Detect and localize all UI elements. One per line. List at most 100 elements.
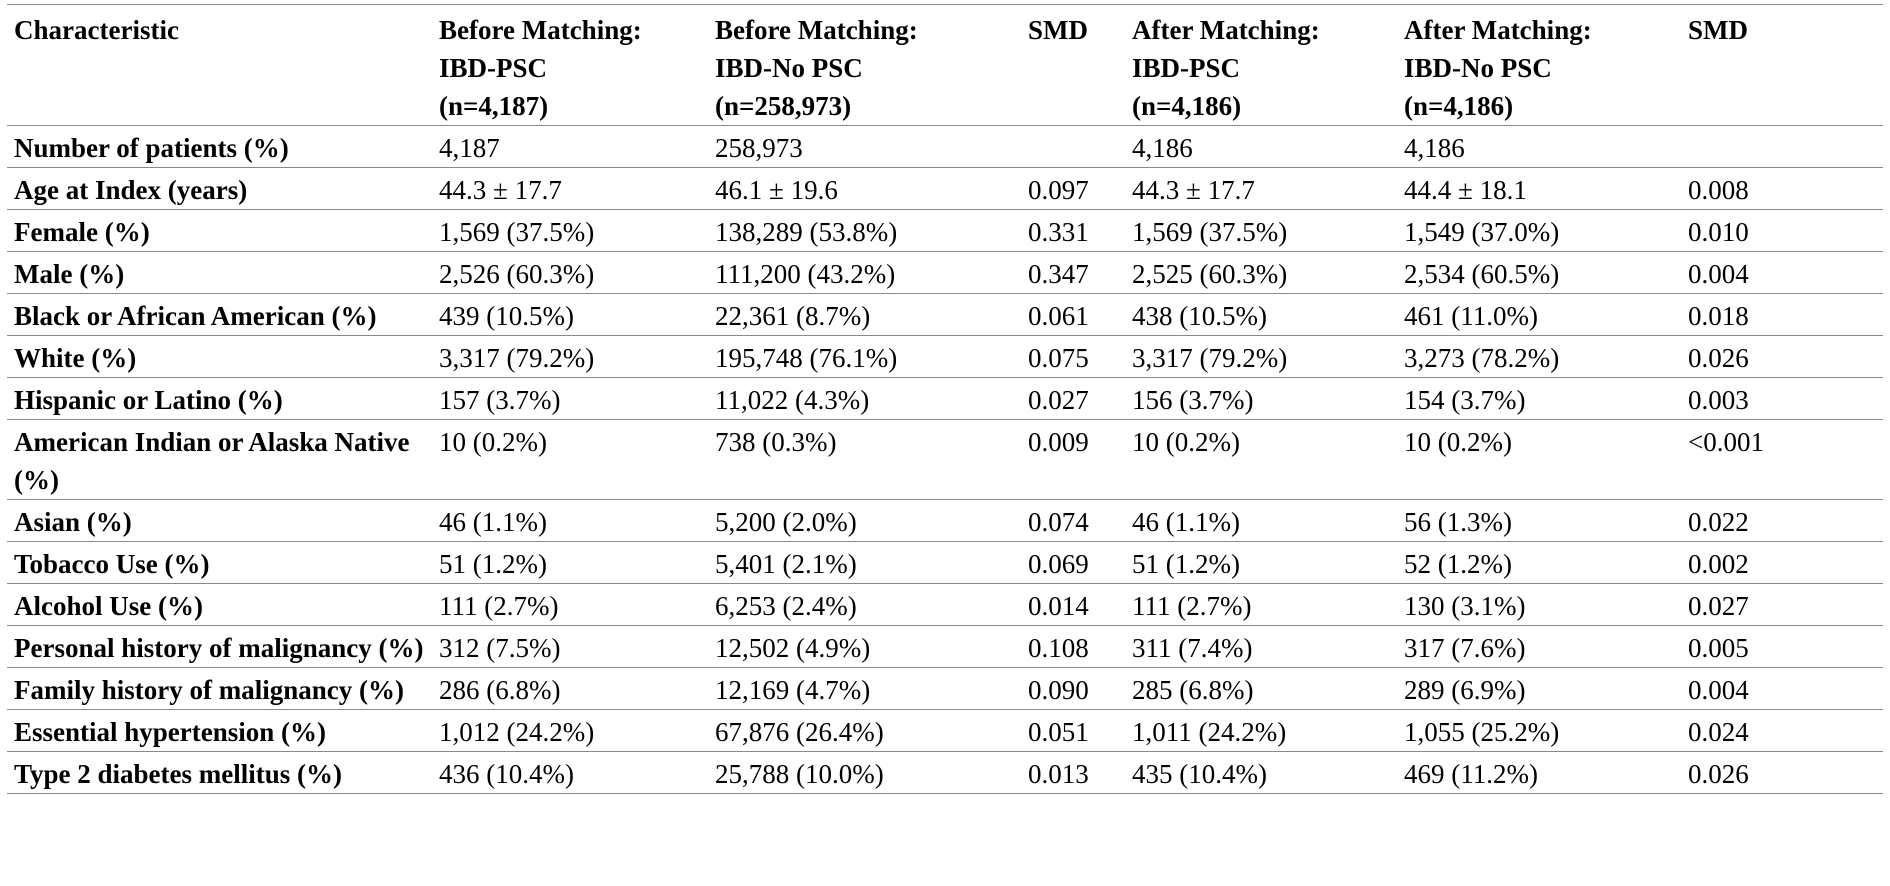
before-no-psc-cell: 195,748 (76.1%) xyxy=(708,335,1021,378)
row-label: Essential hypertension (%) xyxy=(7,709,432,752)
smd-after-cell: 0.018 xyxy=(1681,293,1883,336)
smd-before-cell: 0.013 xyxy=(1021,751,1125,794)
smd-after-cell: <0.001 xyxy=(1681,419,1883,500)
row-label: Type 2 diabetes mellitus (%) xyxy=(7,751,432,794)
smd-before-cell: 0.331 xyxy=(1021,209,1125,252)
row-label: Family history of malignancy (%) xyxy=(7,667,432,710)
after-psc-cell: 3,317 (79.2%) xyxy=(1125,335,1397,378)
smd-after-cell: 0.022 xyxy=(1681,499,1883,542)
after-no-psc-cell: 154 (3.7%) xyxy=(1397,377,1681,420)
header-line: After Matching: xyxy=(1132,15,1320,45)
before-psc-cell: 2,526 (60.3%) xyxy=(432,251,708,294)
row-label: Asian (%) xyxy=(7,499,432,542)
table-row: Personal history of malignancy (%) 312 (7… xyxy=(7,625,1883,668)
header-after-psc: After Matching: IBD-PSC (n=4,186) xyxy=(1125,4,1397,126)
table-row: Type 2 diabetes mellitus (%) 436 (10.4%) 2… xyxy=(7,751,1883,794)
header-before-psc: Before Matching: IBD-PSC (n=4,187) xyxy=(432,4,708,126)
after-psc-cell: 51 (1.2%) xyxy=(1125,541,1397,584)
table-row: Female (%) 1,569 (37.5%) 138,289 (53.8%) 0.… xyxy=(7,209,1883,252)
after-psc-cell: 46 (1.1%) xyxy=(1125,499,1397,542)
smd-before-cell: 0.061 xyxy=(1021,293,1125,336)
table-row: Tobacco Use (%) 51 (1.2%) 5,401 (2.1%) 0.06… xyxy=(7,541,1883,584)
before-no-psc-cell: 5,401 (2.1%) xyxy=(708,541,1021,584)
table-row: Asian (%) 46 (1.1%) 5,200 (2.0%) 0.074 46 (1… xyxy=(7,499,1883,542)
header-characteristic: Characteristic xyxy=(7,4,432,126)
header-line: SMD xyxy=(1028,15,1088,45)
smd-after-cell: 0.003 xyxy=(1681,377,1883,420)
header-line: After Matching: xyxy=(1404,15,1592,45)
after-psc-cell: 438 (10.5%) xyxy=(1125,293,1397,336)
before-psc-cell: 3,317 (79.2%) xyxy=(432,335,708,378)
smd-before-cell: 0.027 xyxy=(1021,377,1125,420)
after-psc-cell: 4,186 xyxy=(1125,125,1397,168)
header-row: Characteristic Before Matching: IBD-PSC (n=… xyxy=(7,4,1883,126)
after-no-psc-cell: 10 (0.2%) xyxy=(1397,419,1681,500)
smd-before-cell: 0.090 xyxy=(1021,667,1125,710)
header-before-no-psc: Before Matching: IBD-No PSC (n=258,973) xyxy=(708,4,1021,126)
header-line: Before Matching: xyxy=(439,15,642,45)
before-no-psc-cell: 6,253 (2.4%) xyxy=(708,583,1021,626)
before-no-psc-cell: 111,200 (43.2%) xyxy=(708,251,1021,294)
before-psc-cell: 286 (6.8%) xyxy=(432,667,708,710)
after-psc-cell: 435 (10.4%) xyxy=(1125,751,1397,794)
row-label: Number of patients (%) xyxy=(7,125,432,168)
header-line: IBD-PSC xyxy=(1132,53,1241,83)
after-no-psc-cell: 289 (6.9%) xyxy=(1397,667,1681,710)
table-row: Male (%) 2,526 (60.3%) 111,200 (43.2%) 0.34… xyxy=(7,251,1883,294)
table-row: Black or African American (%) 439 (10.5%)… xyxy=(7,293,1883,336)
smd-before-cell: 0.347 xyxy=(1021,251,1125,294)
after-no-psc-cell: 52 (1.2%) xyxy=(1397,541,1681,584)
after-psc-cell: 311 (7.4%) xyxy=(1125,625,1397,668)
before-psc-cell: 1,569 (37.5%) xyxy=(432,209,708,252)
after-psc-cell: 285 (6.8%) xyxy=(1125,667,1397,710)
before-psc-cell: 46 (1.1%) xyxy=(432,499,708,542)
before-no-psc-cell: 738 (0.3%) xyxy=(708,419,1021,500)
smd-after-cell: 0.008 xyxy=(1681,167,1883,210)
table-row: Alcohol Use (%) 111 (2.7%) 6,253 (2.4%) 0.0… xyxy=(7,583,1883,626)
row-label: Alcohol Use (%) xyxy=(7,583,432,626)
header-smd-after: SMD xyxy=(1681,4,1883,126)
before-no-psc-cell: 46.1 ± 19.6 xyxy=(708,167,1021,210)
before-psc-cell: 4,187 xyxy=(432,125,708,168)
table-row: Number of patients (%) 4,187 258,973 4,186 4… xyxy=(7,125,1883,168)
header-after-no-psc: After Matching: IBD-No PSC (n=4,186) xyxy=(1397,4,1681,126)
smd-after-cell: 0.024 xyxy=(1681,709,1883,752)
before-psc-cell: 436 (10.4%) xyxy=(432,751,708,794)
before-no-psc-cell: 12,502 (4.9%) xyxy=(708,625,1021,668)
smd-after-cell: 0.026 xyxy=(1681,751,1883,794)
before-no-psc-cell: 67,876 (26.4%) xyxy=(708,709,1021,752)
before-psc-cell: 111 (2.7%) xyxy=(432,583,708,626)
after-no-psc-cell: 130 (3.1%) xyxy=(1397,583,1681,626)
row-label: Tobacco Use (%) xyxy=(7,541,432,584)
after-no-psc-cell: 461 (11.0%) xyxy=(1397,293,1681,336)
after-psc-cell: 156 (3.7%) xyxy=(1125,377,1397,420)
header-line: Characteristic xyxy=(14,15,179,45)
row-label: Female (%) xyxy=(7,209,432,252)
before-no-psc-cell: 22,361 (8.7%) xyxy=(708,293,1021,336)
smd-before-cell: 0.014 xyxy=(1021,583,1125,626)
header-line: SMD xyxy=(1688,15,1748,45)
after-no-psc-cell: 1,549 (37.0%) xyxy=(1397,209,1681,252)
after-psc-cell: 111 (2.7%) xyxy=(1125,583,1397,626)
header-line: IBD-No PSC xyxy=(1404,53,1552,83)
table-header: Characteristic Before Matching: IBD-PSC (n=… xyxy=(7,4,1883,126)
before-psc-cell: 1,012 (24.2%) xyxy=(432,709,708,752)
smd-after-cell xyxy=(1681,125,1883,168)
after-psc-cell: 1,569 (37.5%) xyxy=(1125,209,1397,252)
row-label: Black or African American (%) xyxy=(7,293,432,336)
after-psc-cell: 2,525 (60.3%) xyxy=(1125,251,1397,294)
header-line: IBD-No PSC xyxy=(715,53,863,83)
after-psc-cell: 10 (0.2%) xyxy=(1125,419,1397,500)
before-no-psc-cell: 5,200 (2.0%) xyxy=(708,499,1021,542)
smd-before-cell: 0.009 xyxy=(1021,419,1125,500)
row-label: Personal history of malignancy (%) xyxy=(7,625,432,668)
smd-after-cell: 0.027 xyxy=(1681,583,1883,626)
smd-after-cell: 0.005 xyxy=(1681,625,1883,668)
row-label: American Indian or Alaska Native (%) xyxy=(7,419,432,500)
smd-before-cell: 0.108 xyxy=(1021,625,1125,668)
characteristics-table: Characteristic Before Matching: IBD-PSC (n=… xyxy=(7,4,1883,794)
smd-before-cell: 0.097 xyxy=(1021,167,1125,210)
after-psc-cell: 44.3 ± 17.7 xyxy=(1125,167,1397,210)
smd-before-cell: 0.074 xyxy=(1021,499,1125,542)
